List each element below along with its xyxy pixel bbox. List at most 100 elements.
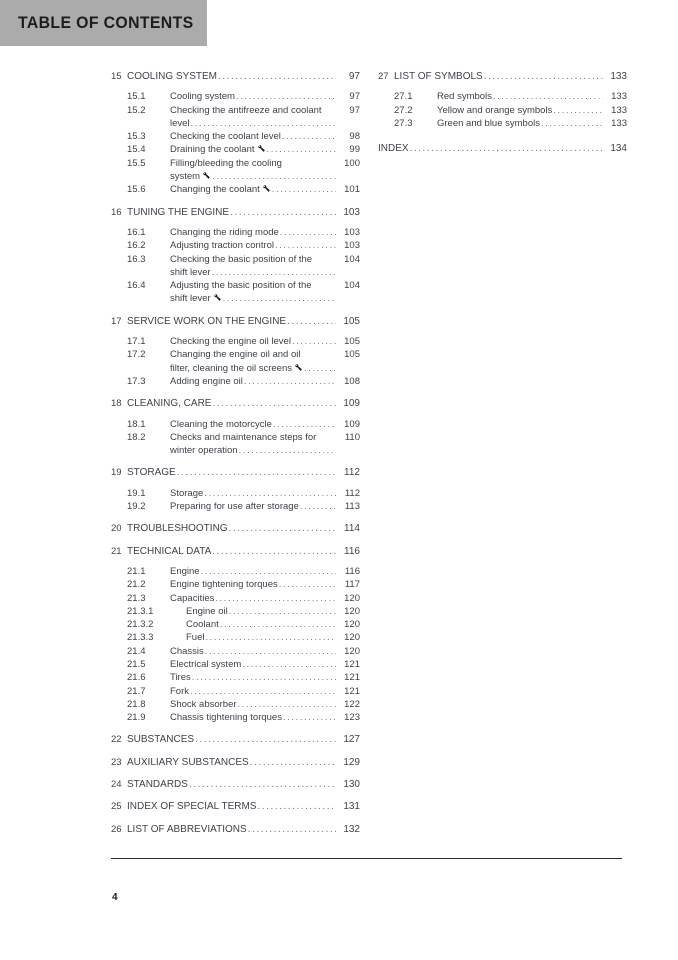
leader-dots: ........................................… xyxy=(176,467,336,479)
toc-entry[interactable]: 15 COOLING SYSTEM........................… xyxy=(111,70,360,83)
leader-dots: ........................................… xyxy=(204,487,336,499)
toc-entry-number: 21.1 xyxy=(127,565,146,577)
toc-entry-title: Cooling system..........................… xyxy=(170,90,338,103)
toc-entry-page: 120 xyxy=(344,619,360,631)
toc-entry[interactable]: 17.1 Checking the engine oil level.......… xyxy=(111,335,360,348)
toc-entry[interactable]: 21 TECHNICAL DATA........................… xyxy=(111,545,360,558)
toc-entry-label: Cooling system xyxy=(170,91,235,103)
leader-dots: ........................................… xyxy=(249,756,336,768)
toc-entry[interactable]: 21.3.1 Engine oil........................… xyxy=(111,605,360,618)
toc-entry[interactable]: 24 STANDARDS.............................… xyxy=(111,778,360,791)
toc-entry-page: 130 xyxy=(343,779,360,791)
toc-entry[interactable]: 21.1 Engine..............................… xyxy=(111,565,360,578)
toc-entry-title-last-line: Adjusting traction control..............… xyxy=(170,239,338,252)
leader-dots: ........................................… xyxy=(228,605,336,617)
toc-entry-number: 15.1 xyxy=(127,91,146,103)
toc-entry-page: 112 xyxy=(344,487,360,499)
toc-entry-number: 16.3 xyxy=(127,253,146,265)
toc-entry-page: 132 xyxy=(343,823,360,835)
toc-entry-page: 117 xyxy=(344,579,360,591)
toc-entry-title-last-line: Fuel....................................… xyxy=(186,631,338,644)
toc-entry[interactable]: 23 AUXILIARY SUBSTANCES..................… xyxy=(111,756,360,769)
toc-entry[interactable]: 19 STORAGE...............................… xyxy=(111,466,360,479)
toc-entry[interactable]: 21.6 Tires...............................… xyxy=(111,671,360,684)
toc-entry-title: TECHNICAL DATA..........................… xyxy=(127,545,338,558)
toc-entry[interactable]: 16.3 Checking the basic position of the sh… xyxy=(111,253,360,280)
leader-dots: ........................................… xyxy=(553,104,603,116)
toc-entry[interactable]: 27.1 Red symbols.........................… xyxy=(378,90,627,103)
toc-entry[interactable]: 16.4 Adjusting the basic position of the s… xyxy=(111,279,360,306)
toc-entry-label: Chassis xyxy=(170,645,204,657)
toc-entry[interactable]: 15.6 Changing the coolant................… xyxy=(111,183,360,196)
toc-entry[interactable]: 17.2 Changing the engine oil and oil filte… xyxy=(111,348,360,375)
leader-dots: ........................................… xyxy=(190,685,336,697)
toc-entry[interactable]: 15.5 Filling/bleeding the cooling system..… xyxy=(111,157,360,184)
leader-dots: ........................................… xyxy=(409,143,603,155)
toc-entry-page: 105 xyxy=(343,315,360,327)
leader-dots: ........................................… xyxy=(271,184,336,196)
toc-entry-title: Adding engine oil.......................… xyxy=(170,375,338,388)
toc-entry-title: Engine..................................… xyxy=(170,565,338,578)
toc-entry-page: 131 xyxy=(343,801,360,813)
toc-entry-title: Fuel....................................… xyxy=(186,631,338,644)
toc-entry[interactable]: 27.2 Yellow and orange symbols...........… xyxy=(378,104,627,117)
leader-dots: ........................................… xyxy=(191,672,336,684)
leader-dots: ........................................… xyxy=(492,91,603,103)
toc-entry-number: 16.4 xyxy=(127,280,146,292)
toc-entry-title-last-line: Changing the riding mode................… xyxy=(170,226,338,239)
toc-entry[interactable]: 21.7 Fork................................… xyxy=(111,685,360,698)
toc-entry[interactable]: 19.1 Storage.............................… xyxy=(111,487,360,500)
toc-entry[interactable]: 16.1 Changing the riding mode............… xyxy=(111,226,360,239)
toc-entry[interactable]: 21.2 Engine tightening torques...........… xyxy=(111,578,360,591)
toc-entry[interactable]: 19.2 Preparing for use after storage.....… xyxy=(111,500,360,513)
toc-entry[interactable]: 27 LIST OF SYMBOLS.......................… xyxy=(378,70,627,83)
toc-entry[interactable]: 15.3 Checking the coolant level..........… xyxy=(111,130,360,143)
toc-entry[interactable]: 27.3 Green and blue symbols..............… xyxy=(378,117,627,130)
toc-entry-page: 105 xyxy=(344,349,360,361)
toc-entry[interactable]: 16.2 Adjusting traction control..........… xyxy=(111,239,360,252)
toc-entry-label: Green and blue symbols xyxy=(437,117,540,129)
toc-entry-title-last-line: shift lever.............................… xyxy=(170,266,338,279)
toc-entry[interactable]: 18.1 Cleaning the motorcycle.............… xyxy=(111,418,360,431)
toc-entry[interactable]: 25 INDEX OF SPECIAL TERMS................… xyxy=(111,800,360,813)
toc-entry-page: 120 xyxy=(344,592,360,604)
leader-dots: ........................................… xyxy=(272,418,336,430)
leader-dots: ........................................… xyxy=(212,545,336,557)
leader-dots: ........................................… xyxy=(303,362,336,374)
toc-entry-title-last-line: system..................................… xyxy=(170,170,338,183)
toc-entry[interactable]: 17.3 Adding engine oil...................… xyxy=(111,375,360,388)
toc-entry-label: Changing the coolant xyxy=(170,184,260,196)
toc-entry[interactable]: 15.1 Cooling system......................… xyxy=(111,90,360,103)
toc-entry[interactable]: 26 LIST OF ABBREVIATIONS.................… xyxy=(111,823,360,836)
toc-entry-page: 121 xyxy=(344,685,360,697)
toc-entry[interactable]: 16 TUNING THE ENGINE.....................… xyxy=(111,206,360,219)
toc-entry[interactable]: 18.2 Checks and maintenance steps for wint… xyxy=(111,431,360,458)
toc-entry-label: TUNING THE ENGINE xyxy=(127,206,230,218)
toc-entry[interactable]: 15.4 Draining the coolant................… xyxy=(111,143,360,156)
toc-entry-number: 16 xyxy=(111,206,122,218)
toc-entry-number: 17.1 xyxy=(127,336,146,348)
toc-entry[interactable]: 21.8 Shock absorber......................… xyxy=(111,698,360,711)
toc-entry[interactable]: 21.3.2 Coolant...........................… xyxy=(111,618,360,631)
leader-dots: ........................................… xyxy=(243,375,336,387)
toc-entry[interactable]: 21.5 Electrical system...................… xyxy=(111,658,360,671)
leader-dots: ........................................… xyxy=(218,71,336,82)
wrench-icon xyxy=(257,144,265,153)
toc-entry[interactable]: 21.3.3 Fuel..............................… xyxy=(111,631,360,644)
toc-entry[interactable]: 21.3 Capacities..........................… xyxy=(111,592,360,605)
toc-entry[interactable]: 18 CLEANING, CARE........................… xyxy=(111,397,360,410)
toc-entry-title-last-line: shift lever.............................… xyxy=(170,292,338,305)
toc-entry-number: 23 xyxy=(111,756,122,768)
toc-entry[interactable]: 21.9 Chassis tightening torques..........… xyxy=(111,711,360,724)
toc-entry[interactable]: 20 TROUBLESHOOTING.......................… xyxy=(111,522,360,535)
toc-entry[interactable]: 17 SERVICE WORK ON THE ENGINE............… xyxy=(111,315,360,328)
toc-entry-label: STANDARDS xyxy=(127,779,188,791)
toc-entry-label: SERVICE WORK ON THE ENGINE xyxy=(127,315,287,327)
toc-entry[interactable]: 21.4 Chassis.............................… xyxy=(111,645,360,658)
toc-entry-page: 116 xyxy=(344,545,360,557)
toc-entry[interactable]: 15.2 Checking the antifreeze and coolant l… xyxy=(111,104,360,131)
toc-entry-number: 18 xyxy=(111,398,122,410)
toc-entry-label: level xyxy=(170,117,190,129)
toc-entry[interactable]: INDEX...................................… xyxy=(378,142,627,155)
toc-entry[interactable]: 22 SUBSTANCES............................… xyxy=(111,733,360,746)
